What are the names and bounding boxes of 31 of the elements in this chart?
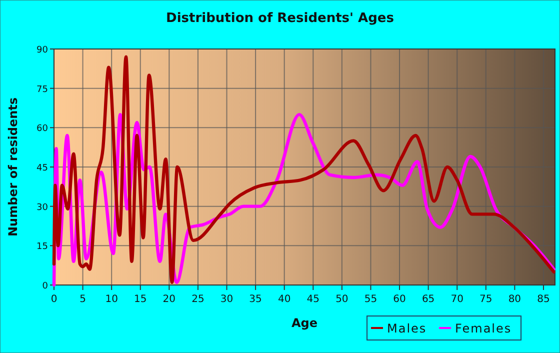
y-tick-label: 45 <box>36 164 48 174</box>
x-tick-label: 15 <box>134 294 147 305</box>
x-tick-label: 65 <box>422 294 435 305</box>
x-tick-label: 20 <box>162 294 176 305</box>
x-tick-label: 60 <box>393 294 406 305</box>
y-tick-label: 90 <box>36 46 48 56</box>
x-tick-label: 75 <box>480 294 492 305</box>
y-tick-label: 60 <box>36 124 48 134</box>
line-series <box>52 55 556 284</box>
legend-label: Males <box>387 322 427 336</box>
y-tick-label: 75 <box>36 84 48 95</box>
x-tick-label: 25 <box>192 294 204 305</box>
x-tick-label: 0 <box>50 294 58 305</box>
x-tick-label: 80 <box>508 294 522 305</box>
x-tick-label: 50 <box>336 294 348 305</box>
x-axis-title: Age <box>291 316 318 330</box>
x-tick-label: 35 <box>249 294 262 305</box>
x-tick-label: 70 <box>450 294 464 305</box>
legend-label: Females <box>455 322 512 336</box>
y-tick-label: 30 <box>36 202 48 213</box>
x-tick-label: 30 <box>220 294 234 305</box>
chart-title: Distribution of Residents' Ages <box>166 11 394 26</box>
x-tick-label: 10 <box>105 294 118 305</box>
x-tick-label: 40 <box>278 294 291 305</box>
x-tick-label: 55 <box>364 294 378 305</box>
y-axis-title: Number of residents <box>6 97 20 237</box>
x-tick-label: 5 <box>80 294 86 305</box>
x-tick-label: 85 <box>537 294 550 305</box>
y-tick-label: 15 <box>36 242 48 252</box>
x-tick-label: 45 <box>306 294 320 305</box>
y-tick-label: 0 <box>42 282 48 292</box>
